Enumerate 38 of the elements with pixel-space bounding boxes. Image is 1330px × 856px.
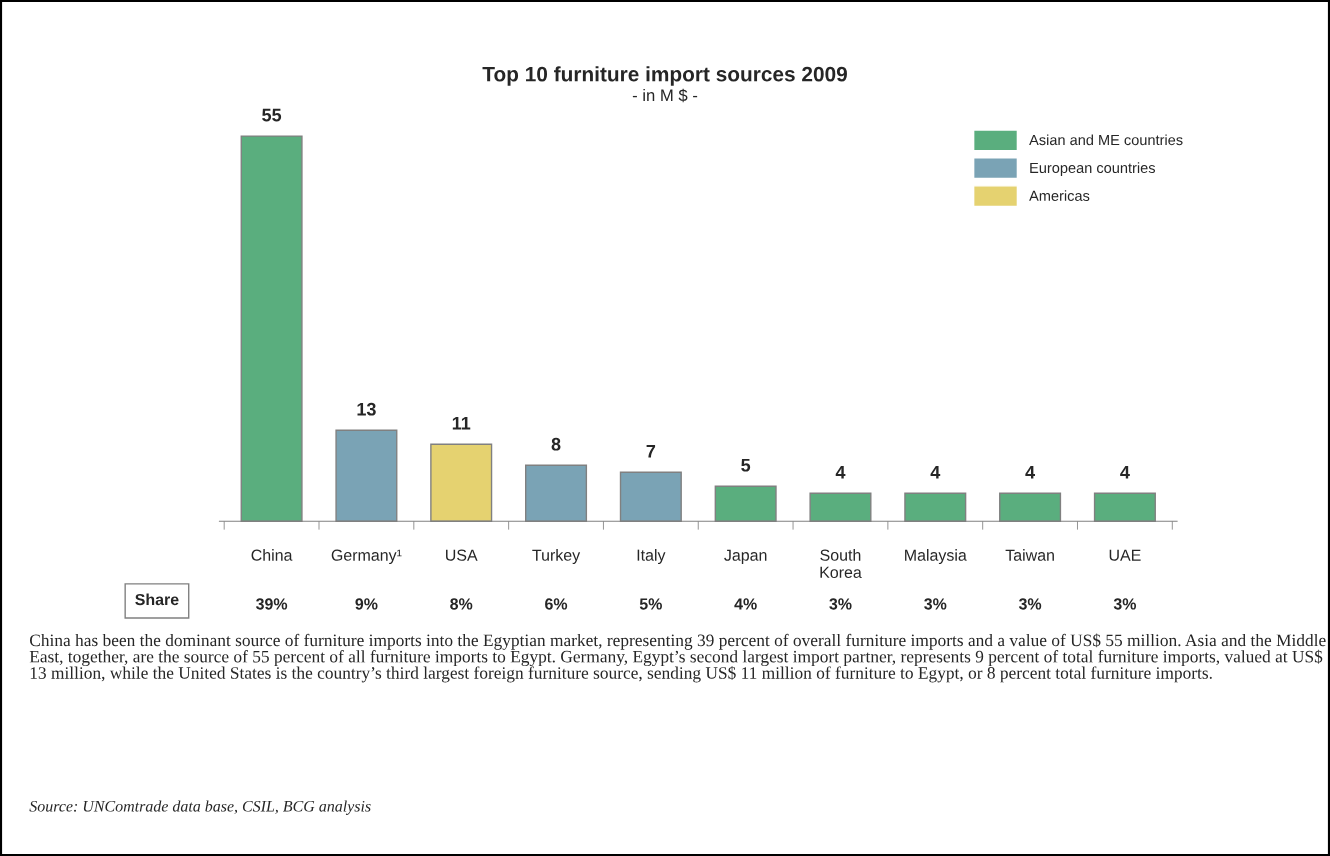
- chart-subtitle: - in M $ -: [632, 88, 698, 103]
- legend-label: European countries: [1030, 162, 1156, 176]
- x-tick-label: Italy: [637, 549, 666, 564]
- data-label: 7: [646, 445, 656, 458]
- chart-title: Top 10 furniture import sources 2009: [482, 66, 847, 86]
- x-tick-label: Turkey: [532, 549, 581, 564]
- x-tick-label: Malaysia: [905, 549, 967, 564]
- x-tick-label: Germany¹: [331, 549, 402, 564]
- x-tick-label: USA: [446, 549, 478, 561]
- legend-label: Americas: [1029, 190, 1090, 201]
- data-label: 4: [1120, 466, 1130, 479]
- text: 3%: [1113, 598, 1137, 610]
- data-label: 11: [452, 416, 471, 430]
- data-label: 4: [835, 466, 846, 479]
- text: 4%: [734, 598, 757, 610]
- data-label: 13: [357, 402, 376, 416]
- text: 3%: [1018, 598, 1042, 610]
- source-note: Source: UNComtrade data base, CSIL, BCG analysis: [29, 800, 371, 815]
- x-tick-label: South Korea: [820, 549, 862, 579]
- text: Share: [135, 593, 179, 606]
- data-label: 8: [551, 437, 561, 451]
- data-label: 4: [930, 466, 941, 479]
- text: China has been the dominant source of furniture imports into the Egyptian market, representing 39 percent of overall furniture imports and a value of US$ 55 million. Asia and the Middle East, together, are the source of 55 percent of all furniture imports to Egypt. Germany, Egypt’s second largest import partner, represents 9 percent of total furniture imports, valued at US$ 13 million, while the United States is the country’s third largest foreign furniture source, sending US$ 11 million of furniture to Egypt, or 8 percent total furniture imports.: [29, 633, 1326, 683]
- x-tick-label: Taiwan: [1005, 549, 1054, 561]
- text: 5%: [639, 598, 662, 610]
- text: 8%: [450, 598, 473, 610]
- data-label: 5: [741, 459, 751, 472]
- text: 3%: [829, 598, 852, 610]
- text: 6%: [545, 598, 568, 610]
- data-label: 4: [1025, 466, 1036, 479]
- legend-label: Asian and ME countries: [1029, 134, 1183, 146]
- data-label: 55: [262, 108, 282, 122]
- x-tick-label: China: [251, 549, 293, 561]
- text: 3%: [924, 598, 947, 610]
- x-tick-label: Japan: [724, 549, 767, 564]
- x-tick-label: UAE: [1109, 549, 1141, 561]
- text: 39%: [255, 598, 288, 610]
- text: 9%: [355, 598, 378, 610]
